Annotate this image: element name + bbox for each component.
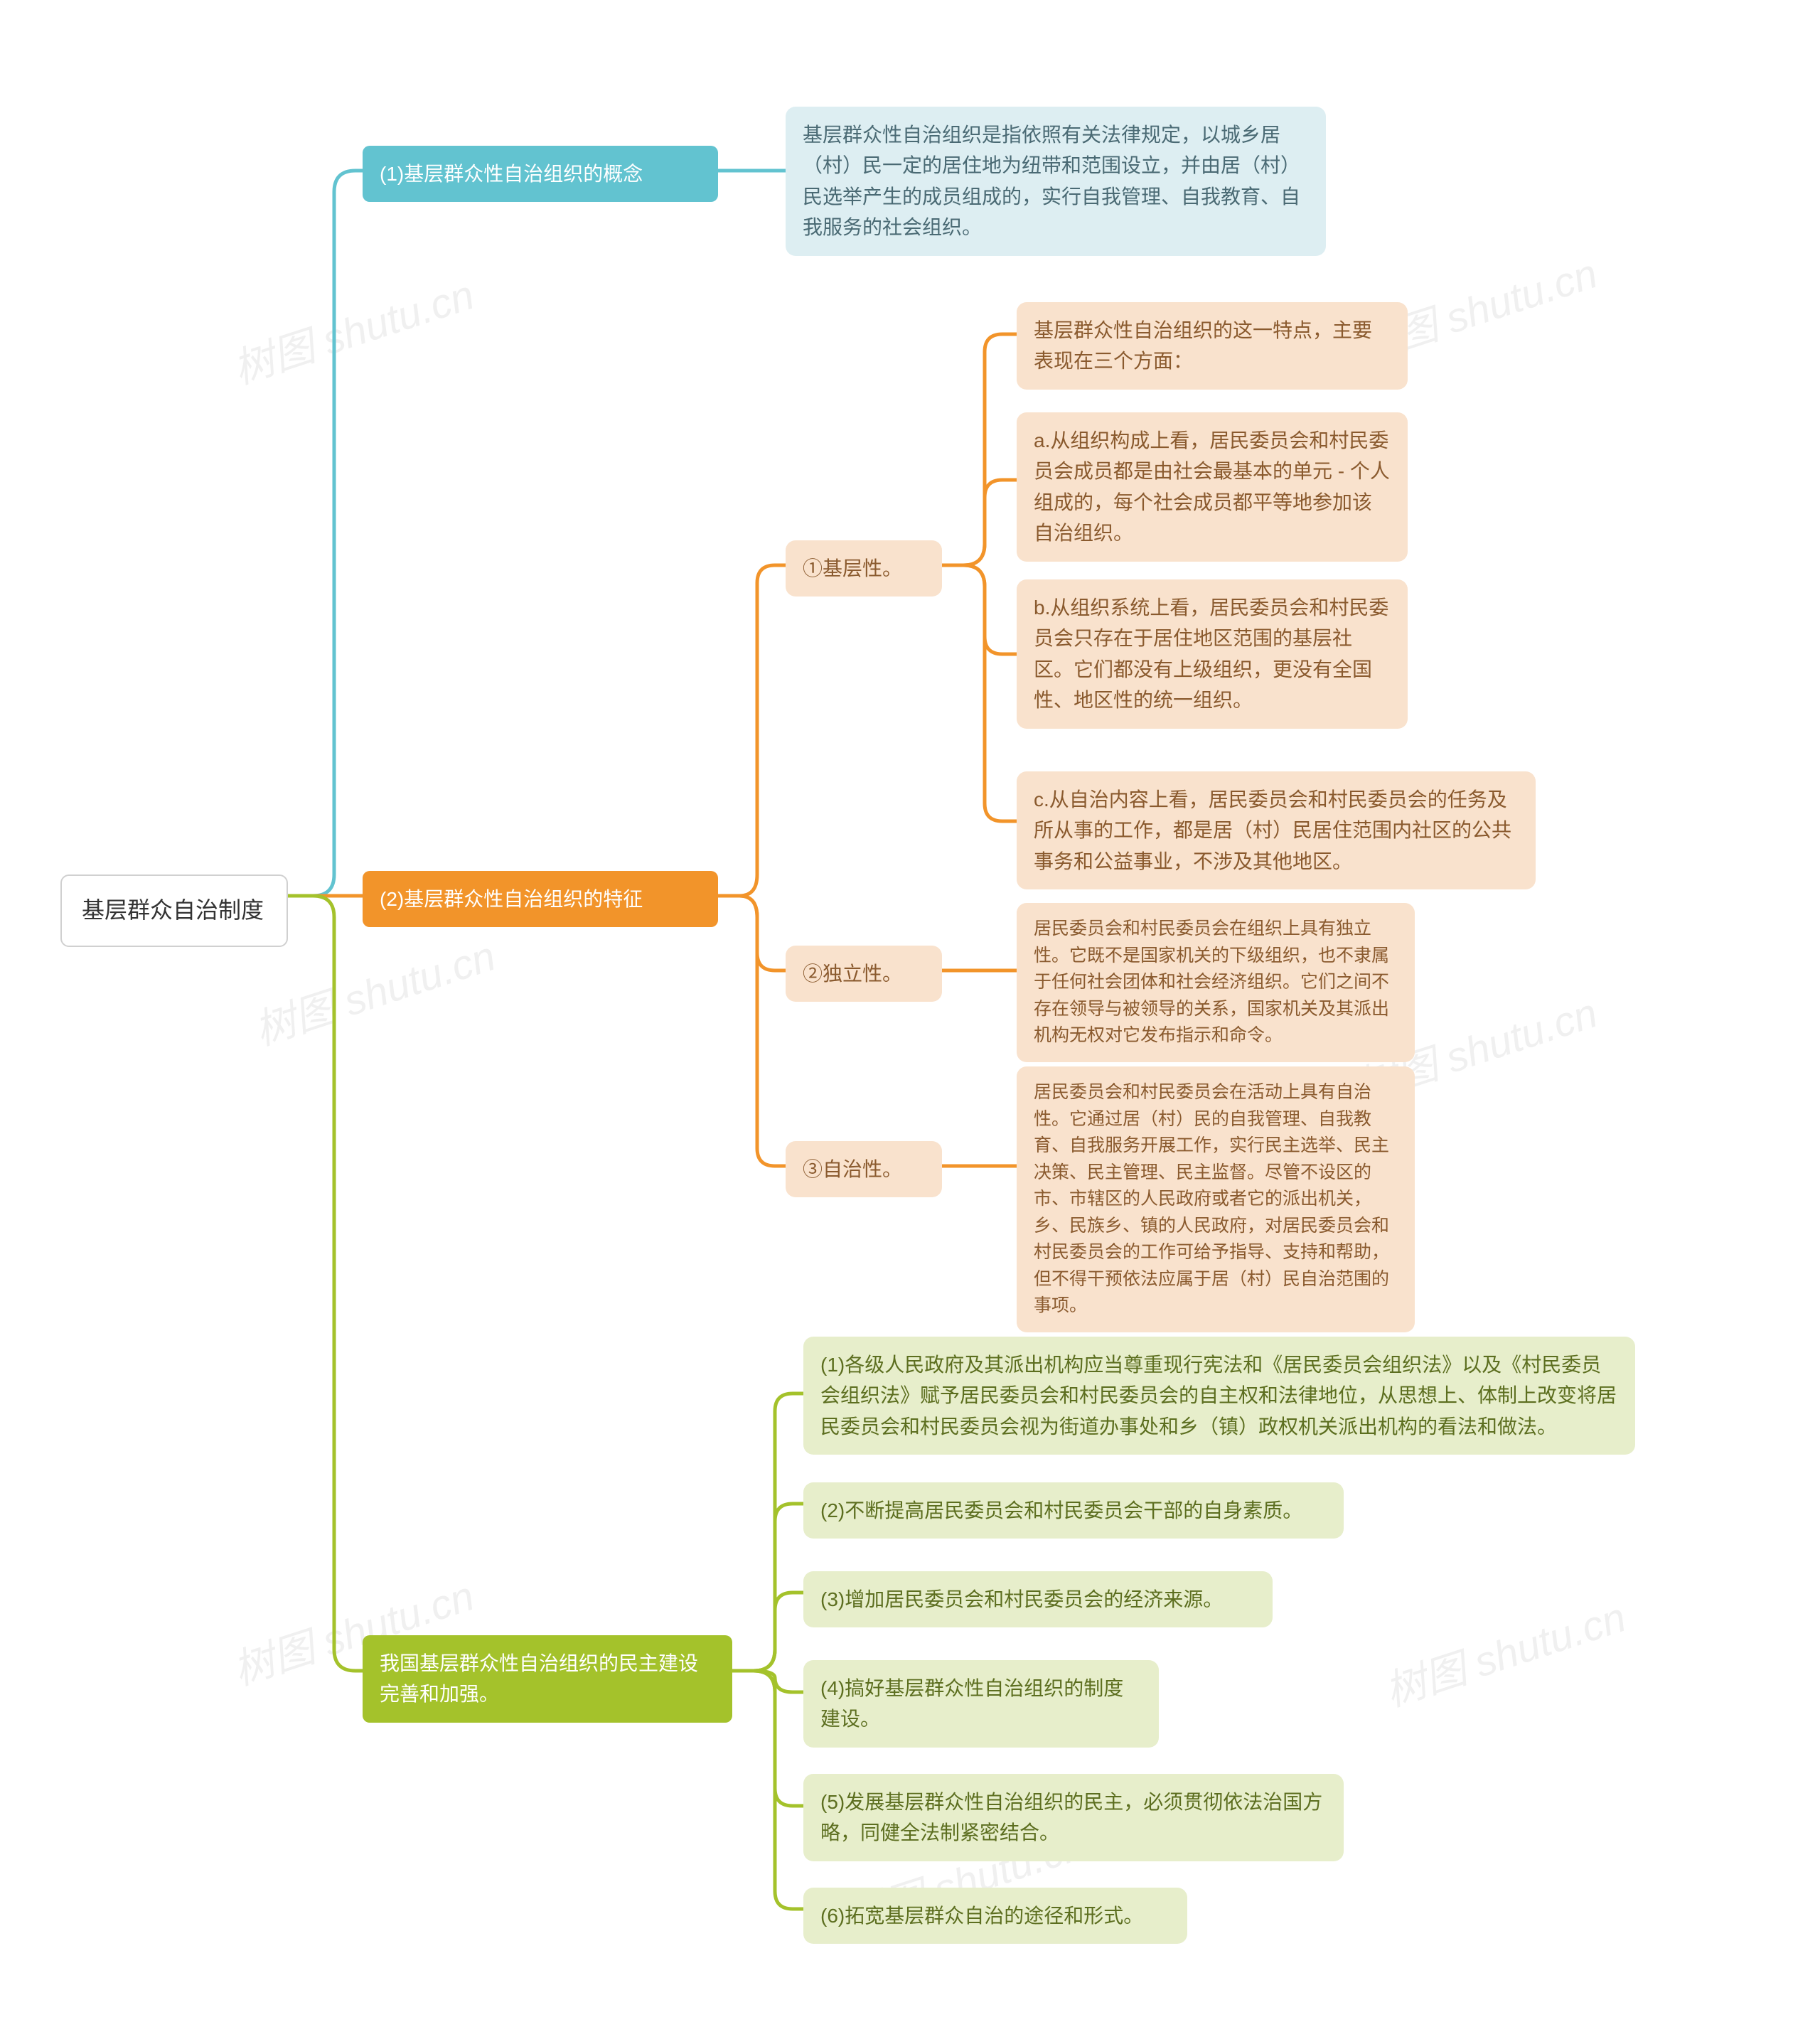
leaf-improve-2: (2)不断提高居民委员会和村民委员会干部的自身素质。 (803, 1482, 1344, 1539)
leaf-grassroots-c: c.从自治内容上看，居民委员会和村民委员会的任务及所从事的工作，都是居（村）民居… (1017, 771, 1536, 889)
branch-improvement[interactable]: 我国基层群众性自治组织的民主建设完善和加强。 (363, 1635, 732, 1723)
root-node[interactable]: 基层群众自治制度 (60, 874, 288, 947)
leaf-improve-3: (3)增加居民委员会和村民委员会的经济来源。 (803, 1571, 1273, 1627)
mid-independence[interactable]: ②独立性。 (786, 946, 942, 1002)
leaf-grassroots-b: b.从组织系统上看，居民委员会和村民委员会只存在于居住地区范围的基层社区。它们都… (1017, 579, 1408, 729)
leaf-improve-5: (5)发展基层群众性自治组织的民主，必须贯彻依法治国方略，同健全法制紧密结合。 (803, 1774, 1344, 1861)
mid-grassroots[interactable]: ①基层性。 (786, 540, 942, 597)
branch-concept[interactable]: (1)基层群众性自治组织的概念 (363, 146, 718, 202)
leaf-improve-6: (6)拓宽基层群众自治的途径和形式。 (803, 1888, 1187, 1944)
leaf-grassroots-intro: 基层群众性自治组织的这一特点，主要表现在三个方面： (1017, 302, 1408, 390)
leaf-improve-1: (1)各级人民政府及其派出机构应当尊重现行宪法和《居民委员会组织法》以及《村民委… (803, 1337, 1635, 1455)
leaf-concept-text: 基层群众性自治组织是指依照有关法律规定，以城乡居（村）民一定的居住地为纽带和范围… (786, 107, 1326, 256)
leaf-grassroots-a: a.从组织构成上看，居民委员会和村民委员会成员都是由社会最基本的单元 - 个人组… (1017, 412, 1408, 562)
mindmap: 树图 shutu.cn 树图 shutu.cn 树图 shutu.cn 树图 s… (0, 0, 1820, 2022)
mid-autonomy[interactable]: ③自治性。 (786, 1141, 942, 1197)
leaf-improve-4: (4)搞好基层群众性自治组织的制度建设。 (803, 1660, 1159, 1748)
leaf-autonomy-text: 居民委员会和村民委员会在活动上具有自治性。它通过居（村）民的自我管理、自我教育、… (1017, 1066, 1415, 1332)
leaf-independence-text: 居民委员会和村民委员会在组织上具有独立性。它既不是国家机关的下级组织，也不隶属于… (1017, 903, 1415, 1062)
branch-features[interactable]: (2)基层群众性自治组织的特征 (363, 871, 718, 927)
